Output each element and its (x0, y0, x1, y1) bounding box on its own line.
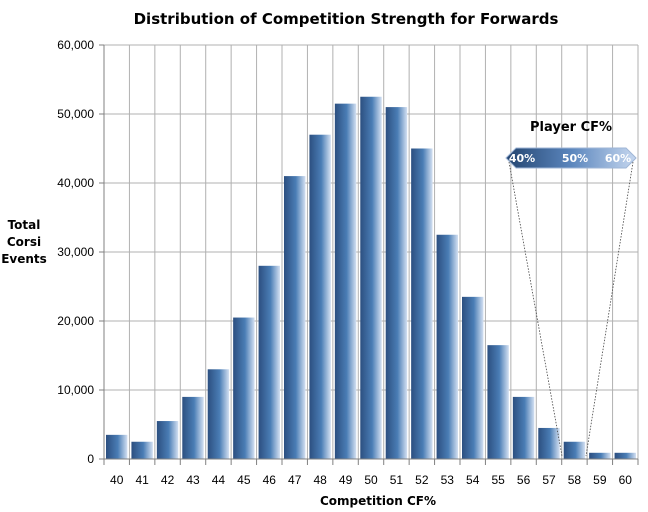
legend-gradient-arrow (505, 147, 637, 169)
x-tick-label: 45 (237, 473, 251, 487)
x-tick-label: 48 (313, 473, 327, 487)
x-tick-label: 51 (390, 473, 404, 487)
legend-label-50: 50% (562, 152, 588, 165)
x-tick-label: 50 (364, 473, 378, 487)
bar-44 (207, 369, 230, 459)
x-tick-label: 54 (466, 473, 480, 487)
legend-label-60: 60% (605, 152, 631, 165)
bars (106, 96, 636, 460)
gridlines (103, 44, 639, 460)
legend-title: Player CF% (530, 120, 612, 135)
y-tick-label: 60,000 (57, 38, 94, 52)
bar-55 (487, 345, 509, 459)
legend-label-40: 40% (509, 152, 535, 165)
bar-45 (233, 317, 255, 459)
y-axis-title-line-3: Events (1, 252, 47, 266)
x-tick-label: 40 (110, 473, 124, 487)
bar-57 (538, 427, 560, 459)
bar-48 (309, 134, 331, 459)
x-tick-labels: 40 41 42 43 44 45 46 47 48 49 50 51 52 53 54 55 56 57 58 59… (110, 473, 632, 487)
y-axis-title: Total Corsi Events (1, 218, 47, 266)
x-tick-label: 53 (441, 473, 455, 487)
x-tick-label: 49 (339, 473, 353, 487)
bar-52 (411, 148, 433, 459)
bar-41 (131, 441, 153, 459)
bar-43 (182, 396, 204, 459)
axes (99, 44, 639, 465)
bar-46 (258, 265, 280, 459)
bar-53 (436, 234, 458, 459)
y-tick-label: 40,000 (57, 176, 94, 190)
x-tick-label: 41 (135, 473, 149, 487)
bar-59 (589, 452, 611, 459)
y-tick-label: 20,000 (57, 314, 94, 328)
y-tick-label: 30,000 (57, 245, 94, 259)
x-tick-label: 57 (542, 473, 556, 487)
bar-49 (334, 103, 357, 460)
x-tick-label: 47 (288, 473, 302, 487)
x-tick-label: 42 (161, 473, 175, 487)
x-tick-label: 55 (491, 473, 505, 487)
x-tick-label: 56 (517, 473, 531, 487)
x-tick-label: 58 (568, 473, 582, 487)
x-tick-label: 60 (619, 473, 633, 487)
y-tick-label: 10,000 (57, 383, 94, 397)
y-tick-label: 50,000 (57, 107, 94, 121)
x-tick-label: 44 (212, 473, 226, 487)
bar-54 (462, 296, 484, 459)
bar-40 (106, 434, 128, 459)
x-tick-label: 59 (593, 473, 607, 487)
bar-42 (156, 421, 179, 459)
bar-60 (614, 452, 636, 459)
x-tick-label: 46 (263, 473, 277, 487)
bar-50 (360, 96, 382, 459)
legend: Player CF% 40% 50% 60% (505, 120, 637, 457)
bar-47 (284, 176, 306, 459)
y-axis-title-line-1: Total (8, 218, 41, 232)
y-tick-labels: 0 10,000 20,000 30,000 40,000 50,000 60,000 (57, 38, 94, 466)
x-tick-label: 43 (186, 473, 200, 487)
chart-title: Distribution of Competition Strength for… (134, 10, 559, 28)
x-axis-title: Competition CF% (320, 494, 436, 508)
bar-58 (563, 441, 586, 459)
x-tick-label: 52 (415, 473, 429, 487)
bar-56 (512, 396, 535, 459)
y-axis-title-line-2: Corsi (7, 235, 41, 249)
y-tick-label: 0 (87, 452, 94, 466)
bar-51 (385, 107, 408, 459)
